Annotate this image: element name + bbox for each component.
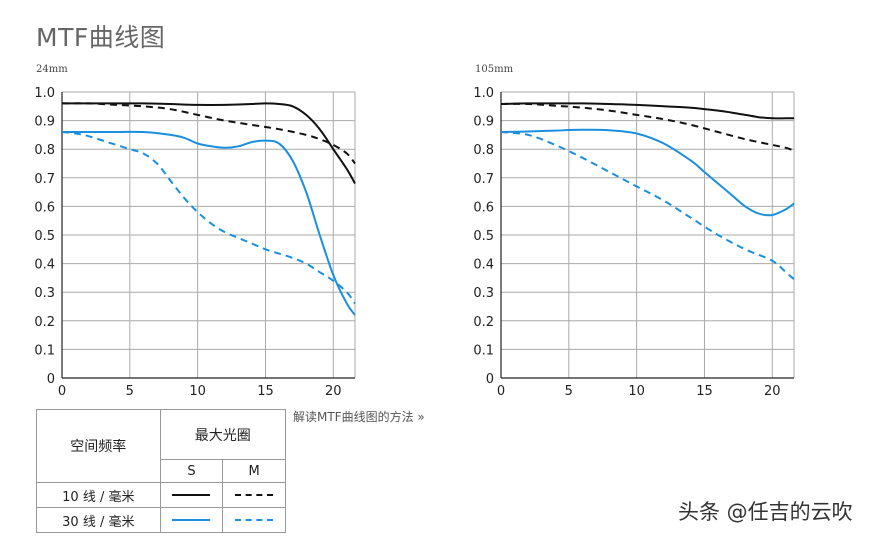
legend-s-label: S: [159, 459, 224, 483]
y-tick-label: 0.6: [34, 200, 55, 215]
y-tick-label: 0.4: [34, 258, 55, 273]
howto-link[interactable]: 解读MTF曲线图的方法 »: [293, 410, 425, 424]
legend-aperture-header: 最大光圈: [159, 409, 287, 460]
solid-blue-line-icon: [172, 519, 211, 521]
x-tick-label: 20: [325, 384, 342, 399]
x-tick-label: 15: [257, 384, 274, 399]
chart-title: 24mm: [36, 64, 68, 75]
y-tick-label: 0.9: [34, 115, 55, 130]
y-tick-label: 0.3: [34, 286, 55, 301]
x-tick-label: 5: [126, 384, 134, 399]
mtf-curve-10lp-s: [61, 102, 356, 185]
dashed-blue-line-icon: [235, 519, 274, 521]
mtf-curve-30lp-s: [62, 130, 356, 316]
legend-30lp-s-sample: [159, 507, 224, 533]
watermark: 头条 @任吉的云吹: [678, 500, 853, 524]
mtf-curve-30lp-m: [61, 131, 356, 305]
legend-row-30lp-label: 30 线 / 毫米: [36, 507, 161, 533]
y-tick-label: 0.2: [34, 315, 55, 330]
y-tick-label: 0.7: [34, 172, 55, 187]
solid-black-line-icon: [172, 494, 211, 496]
dashed-black-line-icon: [235, 494, 274, 496]
x-tick-label: 0: [58, 384, 66, 399]
y-tick-label: 0.1: [34, 343, 55, 358]
legend-10lp-m-sample: [222, 482, 286, 508]
legend-table: 空间频率 最大光圈 S M 10 线 / 毫米 30 线 / 毫米: [36, 409, 287, 533]
legend-30lp-m-sample: [222, 507, 286, 533]
y-tick-label: 0.5: [34, 229, 55, 244]
legend-freq-header: 空间频率: [36, 409, 161, 483]
y-tick-label: 0.8: [34, 143, 55, 158]
page-title: MTF曲线图: [36, 23, 166, 52]
mtf-curve-10lp-m: [61, 102, 356, 165]
legend-10lp-s-sample: [159, 482, 224, 508]
legend-row-10lp-label: 10 线 / 毫米: [36, 482, 161, 508]
y-tick-label: 1.0: [34, 86, 55, 101]
x-tick-label: 10: [189, 384, 206, 399]
y-tick-label: 0: [47, 372, 55, 387]
legend-m-label: M: [222, 459, 286, 483]
